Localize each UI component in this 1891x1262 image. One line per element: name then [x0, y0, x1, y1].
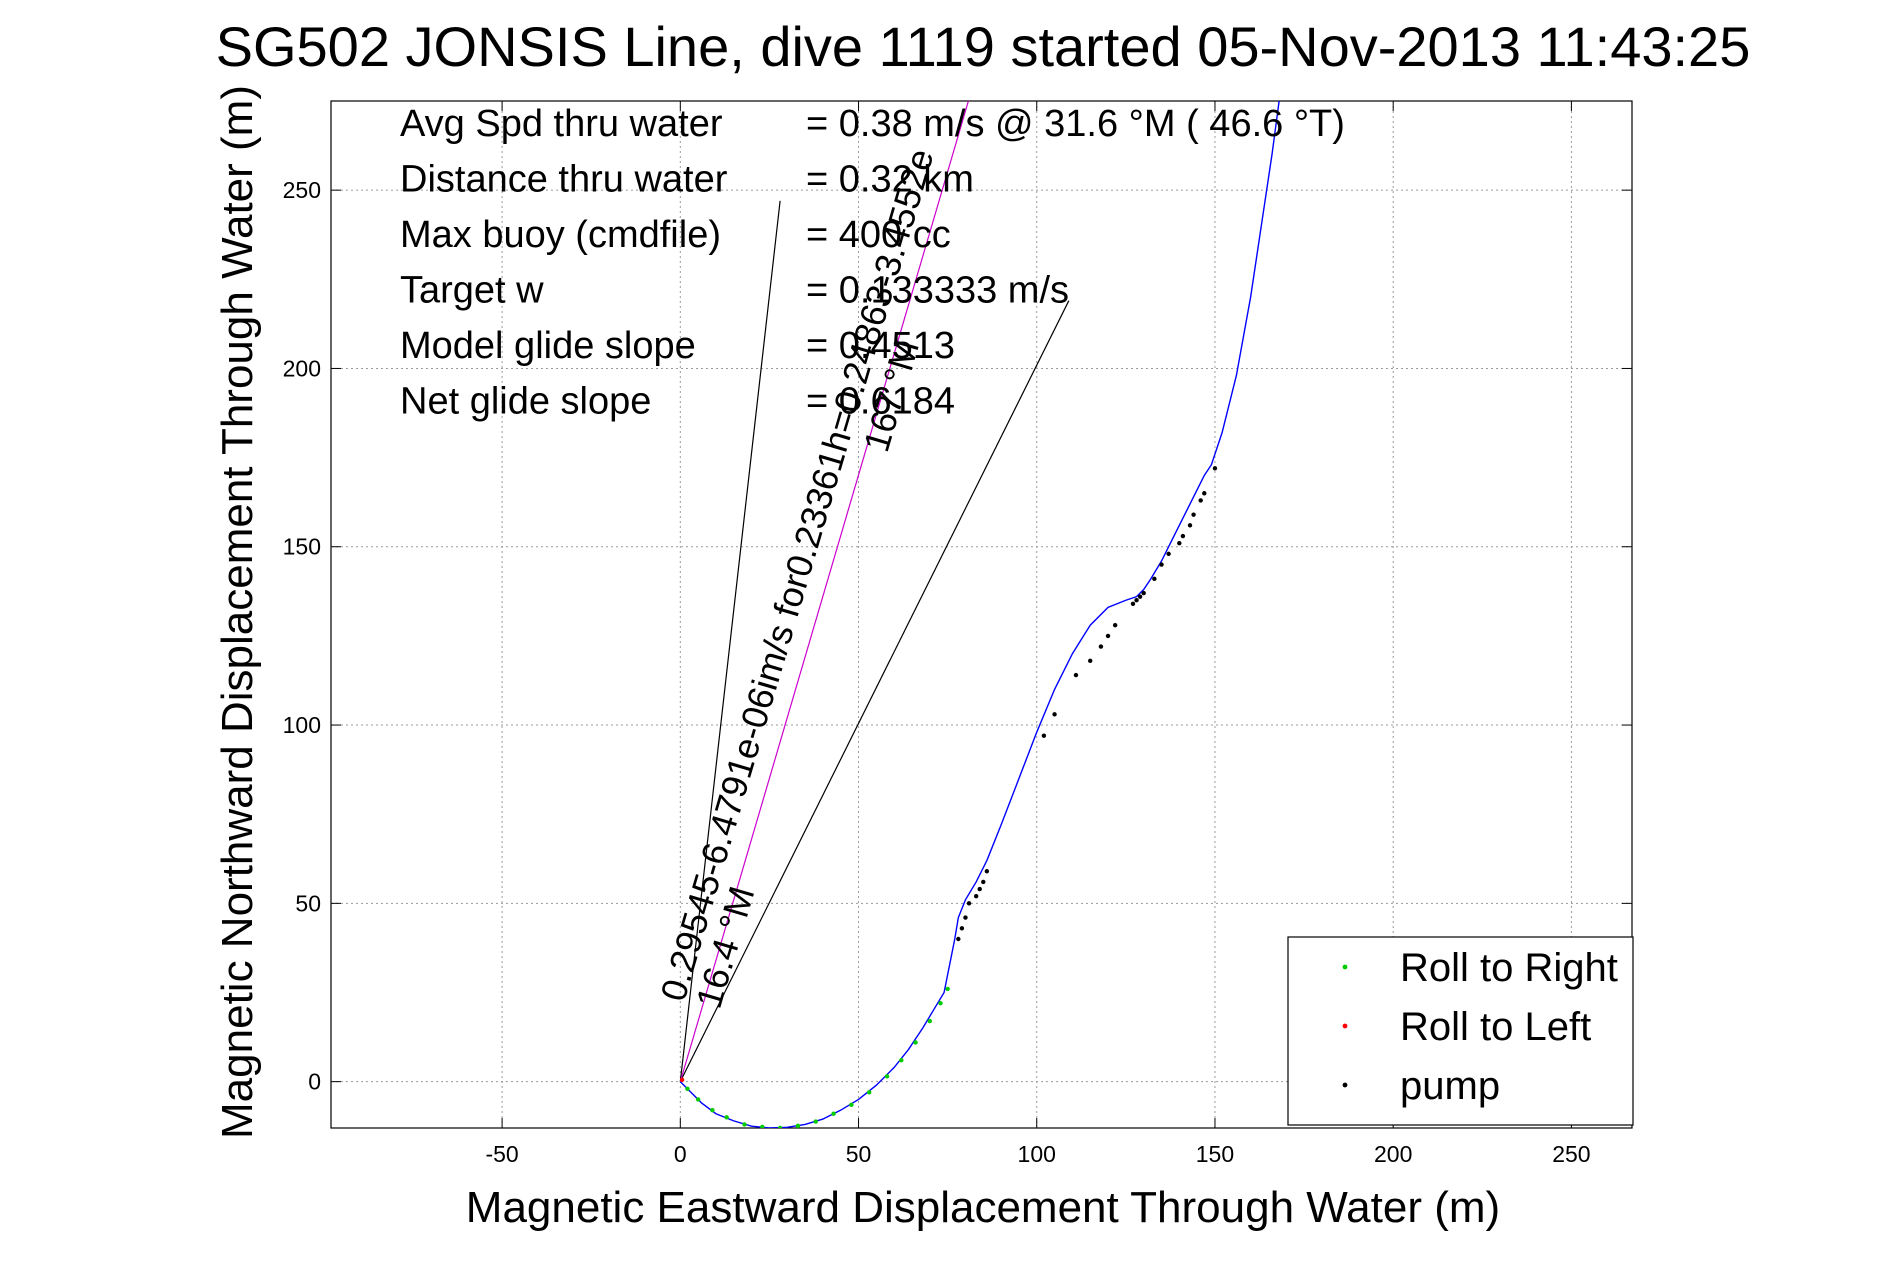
y-tick-label: 100 [283, 712, 321, 738]
series-point [795, 1123, 801, 1128]
series-point [1180, 533, 1186, 539]
stat-value: = 0.38 m/s @ 31.6 °M ( 46.6 °T) [806, 103, 1345, 145]
series-point [1152, 576, 1157, 582]
series-point [927, 1018, 933, 1024]
series-point [1041, 733, 1047, 738]
series-point [984, 869, 990, 874]
stat-label: Net glide slope [400, 381, 651, 423]
series-point [966, 901, 972, 906]
series-point [724, 1115, 729, 1120]
stat-label: Distance thru water [400, 159, 728, 201]
series-point [1198, 498, 1203, 503]
y-axis-ticks: 0 50 100 150 200 250 [283, 177, 1632, 1095]
y-tick-label: 250 [283, 177, 321, 203]
stat-label: Model glide slope [400, 325, 696, 367]
series-point [777, 1125, 783, 1128]
series-point [1177, 540, 1182, 546]
x-tick-label: 50 [846, 1141, 872, 1167]
series-point [849, 1102, 854, 1108]
x-axis-ticks: -50 0 50 100 150 200 250 [485, 101, 1591, 1167]
series-point [1141, 590, 1146, 596]
series-point [695, 1097, 701, 1102]
reference-line [679, 200, 781, 1082]
series-point [685, 1086, 690, 1091]
legend: Roll to Right Roll to Left pump [1287, 936, 1634, 1126]
series-point [1105, 633, 1111, 639]
x-tick-label: 200 [1374, 1141, 1412, 1167]
series-point [945, 986, 950, 992]
x-axis-label: Magnetic Eastward Displacement Through W… [466, 1183, 1500, 1232]
series-point [1191, 512, 1196, 517]
series-point [977, 886, 982, 892]
reference-line [679, 300, 1070, 1082]
series-point [813, 1119, 818, 1124]
legend-marker [1342, 964, 1348, 970]
chart-title: SG502 JONSIS Line, dive 1119 started 05-… [216, 15, 1751, 78]
x-tick-label: 100 [1018, 1141, 1056, 1167]
y-tick-label: 200 [283, 355, 321, 381]
stat-value: = 0.32 km [806, 159, 974, 201]
series-point [959, 926, 965, 931]
stat-label: Max buoy (cmdfile) [400, 214, 721, 256]
y-tick-label: 0 [308, 1069, 321, 1095]
stat-value: = 400 cc [806, 214, 951, 256]
series-point [1212, 466, 1218, 471]
series-point [913, 1040, 918, 1045]
series-point [1088, 658, 1093, 664]
series-point [742, 1122, 747, 1127]
series-point [1187, 523, 1193, 528]
series-point [760, 1124, 765, 1128]
series-point [956, 936, 961, 942]
series-point [963, 915, 968, 920]
series-point [1137, 594, 1143, 599]
series-point [1130, 601, 1136, 607]
stat-label: Avg Spd thru water [400, 103, 723, 145]
y-axis-label: Magnetic Northward Displacement Through … [213, 85, 262, 1139]
series-point [1202, 491, 1207, 496]
series-point [1052, 712, 1057, 717]
series-point [867, 1090, 872, 1095]
legend-marker [1342, 1082, 1348, 1088]
y-tick-label: 150 [283, 534, 321, 560]
x-tick-label: 250 [1552, 1141, 1590, 1167]
x-tick-label: 150 [1196, 1141, 1234, 1167]
series-point [831, 1111, 836, 1116]
legend-marker [1342, 1023, 1348, 1029]
series-point [679, 1077, 685, 1083]
series-point [1166, 551, 1171, 557]
series-point [1098, 644, 1104, 649]
x-tick-label: -50 [485, 1141, 518, 1167]
stat-value: = 0.133333 m/s [806, 270, 1069, 312]
stat-value: = 0.4513 [806, 325, 955, 367]
series-point [1112, 622, 1118, 628]
stat-label: Target w [400, 270, 544, 312]
legend-entries: Roll to Right Roll to Left pump [1342, 946, 1618, 1108]
legend-label: pump [1400, 1064, 1500, 1108]
y-tick-label: 50 [295, 890, 321, 916]
series-point [938, 1000, 943, 1006]
stats-block: Avg Spd thru water = 0.38 m/s @ 31.6 °M (… [400, 103, 1345, 423]
series-point [884, 1074, 890, 1079]
series-point [1073, 672, 1079, 678]
series-point [899, 1058, 904, 1063]
series-point [981, 879, 986, 885]
series-point [710, 1107, 715, 1113]
series-point [1134, 598, 1139, 603]
reference-lines [679, 101, 1070, 1082]
legend-label: Roll to Left [1400, 1005, 1591, 1049]
x-tick-label: 0 [674, 1141, 687, 1167]
stat-value: = 0.6184 [806, 381, 955, 423]
series-point [973, 894, 979, 899]
data-series [679, 101, 1280, 1128]
reference-line [679, 101, 970, 1082]
legend-label: Roll to Right [1400, 946, 1618, 990]
series-point [1159, 562, 1164, 567]
